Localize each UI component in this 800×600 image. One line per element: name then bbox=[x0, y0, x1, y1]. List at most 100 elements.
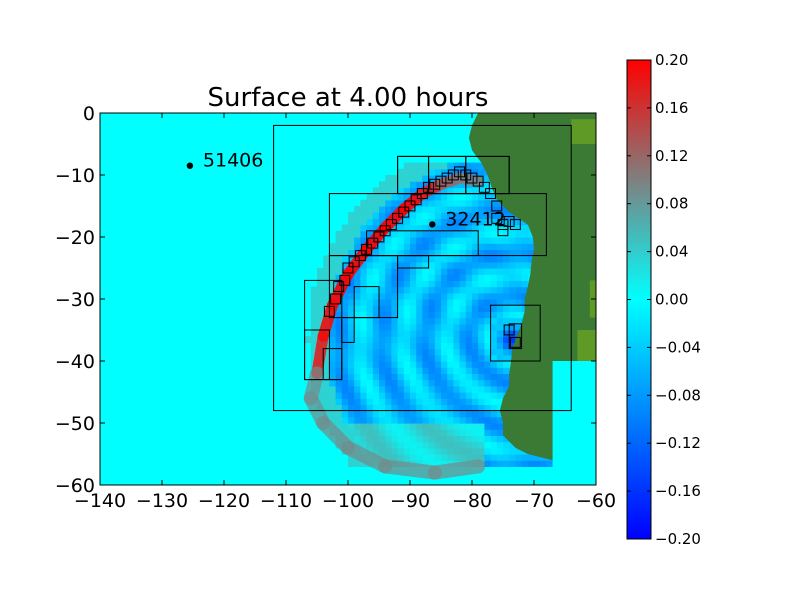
wave-field-cell bbox=[521, 292, 529, 300]
wave-field-cell bbox=[403, 255, 411, 263]
wave-field-cell bbox=[385, 237, 392, 244]
wave-field-cell bbox=[348, 379, 355, 387]
wave-field-cell bbox=[410, 286, 417, 294]
wave-field-cell bbox=[447, 206, 454, 213]
wave-field-cell bbox=[459, 361, 467, 368]
wave-field-cell bbox=[410, 255, 417, 263]
wave-field-cell bbox=[509, 230, 516, 238]
amr-fine-patch bbox=[392, 212, 404, 224]
wave-field-cell bbox=[410, 230, 417, 238]
wave-field-cell bbox=[410, 237, 417, 244]
wave-field-cell bbox=[335, 404, 343, 412]
wave-field-cell bbox=[496, 261, 504, 269]
wave-field-cell bbox=[521, 261, 529, 269]
wave-field-cell bbox=[310, 330, 318, 337]
wave-field-cell bbox=[397, 367, 405, 374]
wave-field-cell bbox=[348, 336, 355, 343]
wave-field-cell bbox=[490, 230, 498, 238]
wave-field-cell bbox=[397, 373, 405, 381]
wave-field-cell bbox=[379, 379, 386, 387]
x-tick-label: −100 bbox=[322, 490, 374, 512]
wave-field-cell bbox=[465, 354, 473, 362]
wave-field-cell bbox=[515, 224, 523, 232]
wave-field-cell bbox=[391, 206, 399, 213]
wave-field-cell bbox=[472, 416, 479, 424]
wave-field-cell bbox=[441, 218, 448, 226]
wave-field-cell bbox=[484, 181, 492, 188]
wave-field-cell bbox=[379, 410, 386, 418]
wave-field-cell bbox=[478, 423, 485, 430]
wave-field-cell bbox=[453, 317, 461, 325]
wave-field-cell bbox=[341, 292, 349, 300]
wave-field-cell bbox=[472, 323, 479, 331]
wave-field-cell bbox=[366, 286, 374, 294]
wave-field-cell bbox=[509, 280, 516, 288]
wave-field-cell bbox=[366, 280, 374, 288]
wave-field-cell bbox=[422, 249, 430, 257]
wave-field-cell bbox=[472, 292, 479, 300]
amr-fine-patch bbox=[497, 225, 509, 237]
wave-field-cell bbox=[354, 218, 361, 226]
wave-field-cell bbox=[360, 230, 368, 238]
wave-field-cell bbox=[434, 336, 442, 343]
ocean-east bbox=[552, 361, 596, 485]
wave-field-cell bbox=[490, 373, 498, 381]
wave-field-cell bbox=[410, 367, 417, 374]
wave-field-cell bbox=[391, 274, 399, 281]
wave-field-cell bbox=[323, 348, 330, 356]
wave-field-cell bbox=[410, 274, 417, 281]
wave-field-cell bbox=[416, 404, 423, 412]
wave-field-cell bbox=[503, 299, 510, 306]
wave-field-cell bbox=[490, 398, 498, 405]
wave-field-cell bbox=[484, 354, 492, 362]
wave-field-cell bbox=[329, 243, 337, 250]
wave-field-cell bbox=[403, 423, 411, 430]
wave-field-cell bbox=[323, 280, 330, 288]
wave-field-cell bbox=[379, 261, 386, 269]
wave-field-cell bbox=[509, 268, 516, 275]
wave-field-cell bbox=[372, 218, 380, 226]
land-mask bbox=[468, 113, 596, 485]
wave-field-cell bbox=[403, 404, 411, 412]
wave-field-cell bbox=[459, 342, 467, 350]
wave-field-cell bbox=[472, 311, 479, 319]
wave-field-cell bbox=[490, 199, 498, 207]
wave-field-cell bbox=[335, 416, 343, 424]
wave-field-cell bbox=[348, 224, 355, 232]
wave-field-cell bbox=[403, 305, 411, 312]
wave-field-cell bbox=[484, 292, 492, 300]
wave-field-cell bbox=[484, 410, 492, 418]
wave-field-cell bbox=[403, 410, 411, 418]
wave-field-cell bbox=[403, 168, 411, 176]
wave-field-cell bbox=[515, 317, 523, 325]
wave-field-cell bbox=[335, 379, 343, 387]
wave-field-cell bbox=[341, 305, 349, 312]
wave-field-cell bbox=[385, 367, 392, 374]
wave-field-cell bbox=[354, 404, 361, 412]
wave-field-cell bbox=[397, 268, 405, 275]
wave-field-cell bbox=[403, 454, 411, 461]
wave-field-cell bbox=[385, 410, 392, 418]
wave-field-cell bbox=[372, 423, 380, 430]
wave-field-cell bbox=[447, 410, 454, 418]
wave-field-cell bbox=[416, 274, 423, 281]
wave-field-cell bbox=[403, 181, 411, 188]
wave-field-cell bbox=[360, 311, 368, 319]
wave-field-cell bbox=[472, 243, 479, 250]
wave-field-cell bbox=[391, 441, 399, 449]
wave-field-cell bbox=[496, 230, 504, 238]
wave-field-cell bbox=[465, 323, 473, 331]
wave-field-cell bbox=[503, 224, 510, 232]
wave-field-cell bbox=[348, 392, 355, 399]
wave-field-cell bbox=[335, 311, 343, 319]
wave-field-cell bbox=[354, 237, 361, 244]
wave-field-cell bbox=[372, 447, 380, 455]
amr-fine-patch bbox=[435, 175, 447, 187]
wave-field-cell bbox=[385, 361, 392, 368]
wave-field-cell bbox=[459, 454, 467, 461]
wave-field-cell bbox=[428, 404, 436, 412]
wave-field-cell bbox=[447, 274, 454, 281]
wave-field-cell bbox=[447, 398, 454, 405]
wave-field-cell bbox=[341, 237, 349, 244]
wave-field-cell bbox=[503, 460, 510, 467]
